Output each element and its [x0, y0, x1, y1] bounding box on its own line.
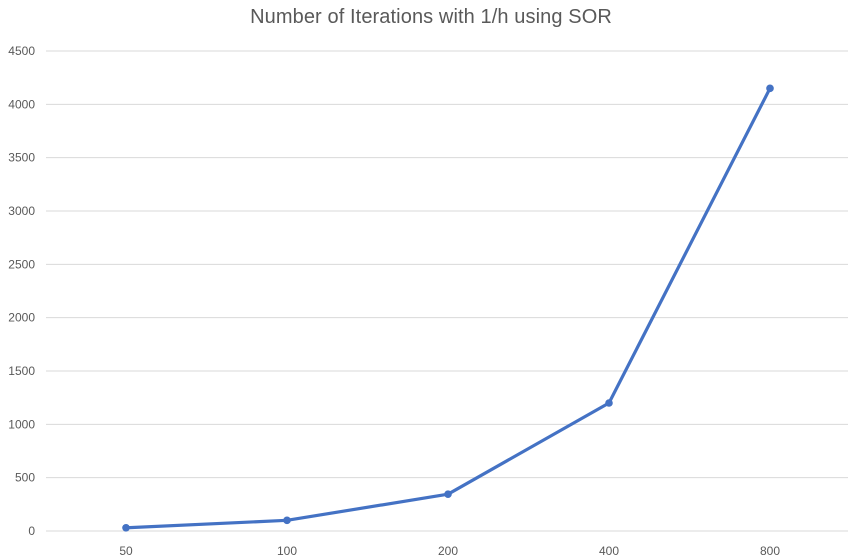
chart-title: Number of Iterations with 1/h using SOR: [250, 6, 612, 28]
x-tick-label: 400: [599, 544, 619, 558]
x-tick-label: 800: [760, 544, 780, 558]
y-tick-label: 4000: [8, 97, 35, 111]
data-point: [605, 399, 613, 407]
y-tick-label: 3000: [8, 204, 35, 218]
y-tick-label: 0: [28, 524, 35, 538]
y-axis-tick-labels: 0 500 1000 1500 2000 2500 3000 3500 4000 4500: [8, 44, 35, 538]
series-line: [124, 86, 772, 530]
data-point: [766, 84, 774, 93]
x-axis-tick-labels: 50 100 200 400 800: [119, 544, 780, 558]
x-tick-label: 200: [438, 544, 458, 558]
series-layer: [122, 84, 774, 532]
x-tick-label: 50: [119, 544, 133, 558]
y-tick-label: 1000: [8, 417, 35, 431]
x-tick-label: 100: [277, 544, 297, 558]
y-tick-label: 1500: [8, 364, 35, 378]
y-tick-label: 4500: [8, 44, 35, 58]
y-tick-label: 2500: [8, 257, 35, 271]
y-tick-label: 500: [15, 471, 35, 485]
data-point: [283, 516, 291, 525]
data-point: [444, 490, 452, 499]
y-tick-label: 3500: [8, 151, 35, 165]
gridlines: [46, 50, 848, 532]
y-tick-label: 2000: [8, 311, 35, 325]
data-point: [122, 524, 130, 532]
